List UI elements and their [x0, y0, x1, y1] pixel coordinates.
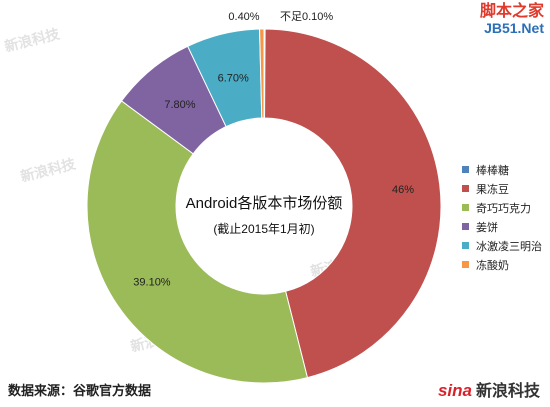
- legend-item-4: 冰激凌三明治: [462, 236, 542, 255]
- legend-swatch: [462, 223, 469, 230]
- site-logo-line2: JB51.Net: [484, 20, 544, 36]
- sina-brand: sina 新浪科技: [438, 377, 540, 401]
- legend-item-5: 冻酸奶: [462, 255, 542, 274]
- donut-slice-1: [264, 28, 442, 379]
- chart-legend: 棒棒糖果冻豆奇巧巧克力姜饼冰激凌三明治 冻酸奶: [462, 160, 542, 274]
- sina-logo-mark: sina: [437, 381, 472, 400]
- legend-item-1: 果冻豆: [462, 179, 542, 198]
- legend-label: 冰激凌三明治: [476, 240, 542, 253]
- chart-title: Android各版本市场份额: [186, 195, 343, 212]
- legend-label: 奇巧巧克力: [476, 202, 531, 215]
- legend-swatch: [462, 242, 469, 249]
- legend-swatch: [462, 185, 469, 192]
- site-logo-line1: 脚本之家: [479, 3, 544, 20]
- data-label-2: 39.10%: [133, 276, 171, 288]
- legend-label: 棒棒糖: [476, 164, 509, 177]
- legend-label: 冻酸奶: [476, 259, 509, 272]
- legend-swatch: [462, 261, 469, 268]
- data-label-0: 不足0.10%: [280, 11, 333, 23]
- data-label-3: 7.80%: [164, 99, 195, 111]
- legend-label: 姜饼: [476, 221, 498, 234]
- data-label-1: 46%: [392, 184, 414, 196]
- legend-swatch: [462, 204, 469, 211]
- legend-label: 果冻豆: [476, 183, 509, 196]
- legend-swatch: [462, 166, 469, 173]
- legend-item-2: 奇巧巧克力: [462, 198, 542, 217]
- data-source: 数据来源：谷歌官方数据: [8, 383, 152, 398]
- donut-slice-2: [86, 100, 309, 384]
- legend-item-0: 棒棒糖: [462, 160, 542, 179]
- sina-brand-name: 新浪科技: [475, 383, 540, 400]
- chart-subtitle: (截止2015年1月初): [213, 222, 314, 236]
- donut-slice-5: [259, 28, 265, 119]
- data-label-5: 0.40%: [228, 11, 259, 23]
- data-label-4: 6.70%: [218, 73, 249, 85]
- legend-item-3: 姜饼: [462, 217, 542, 236]
- site-logo: 脚本之家 JB51.Net: [479, 3, 544, 37]
